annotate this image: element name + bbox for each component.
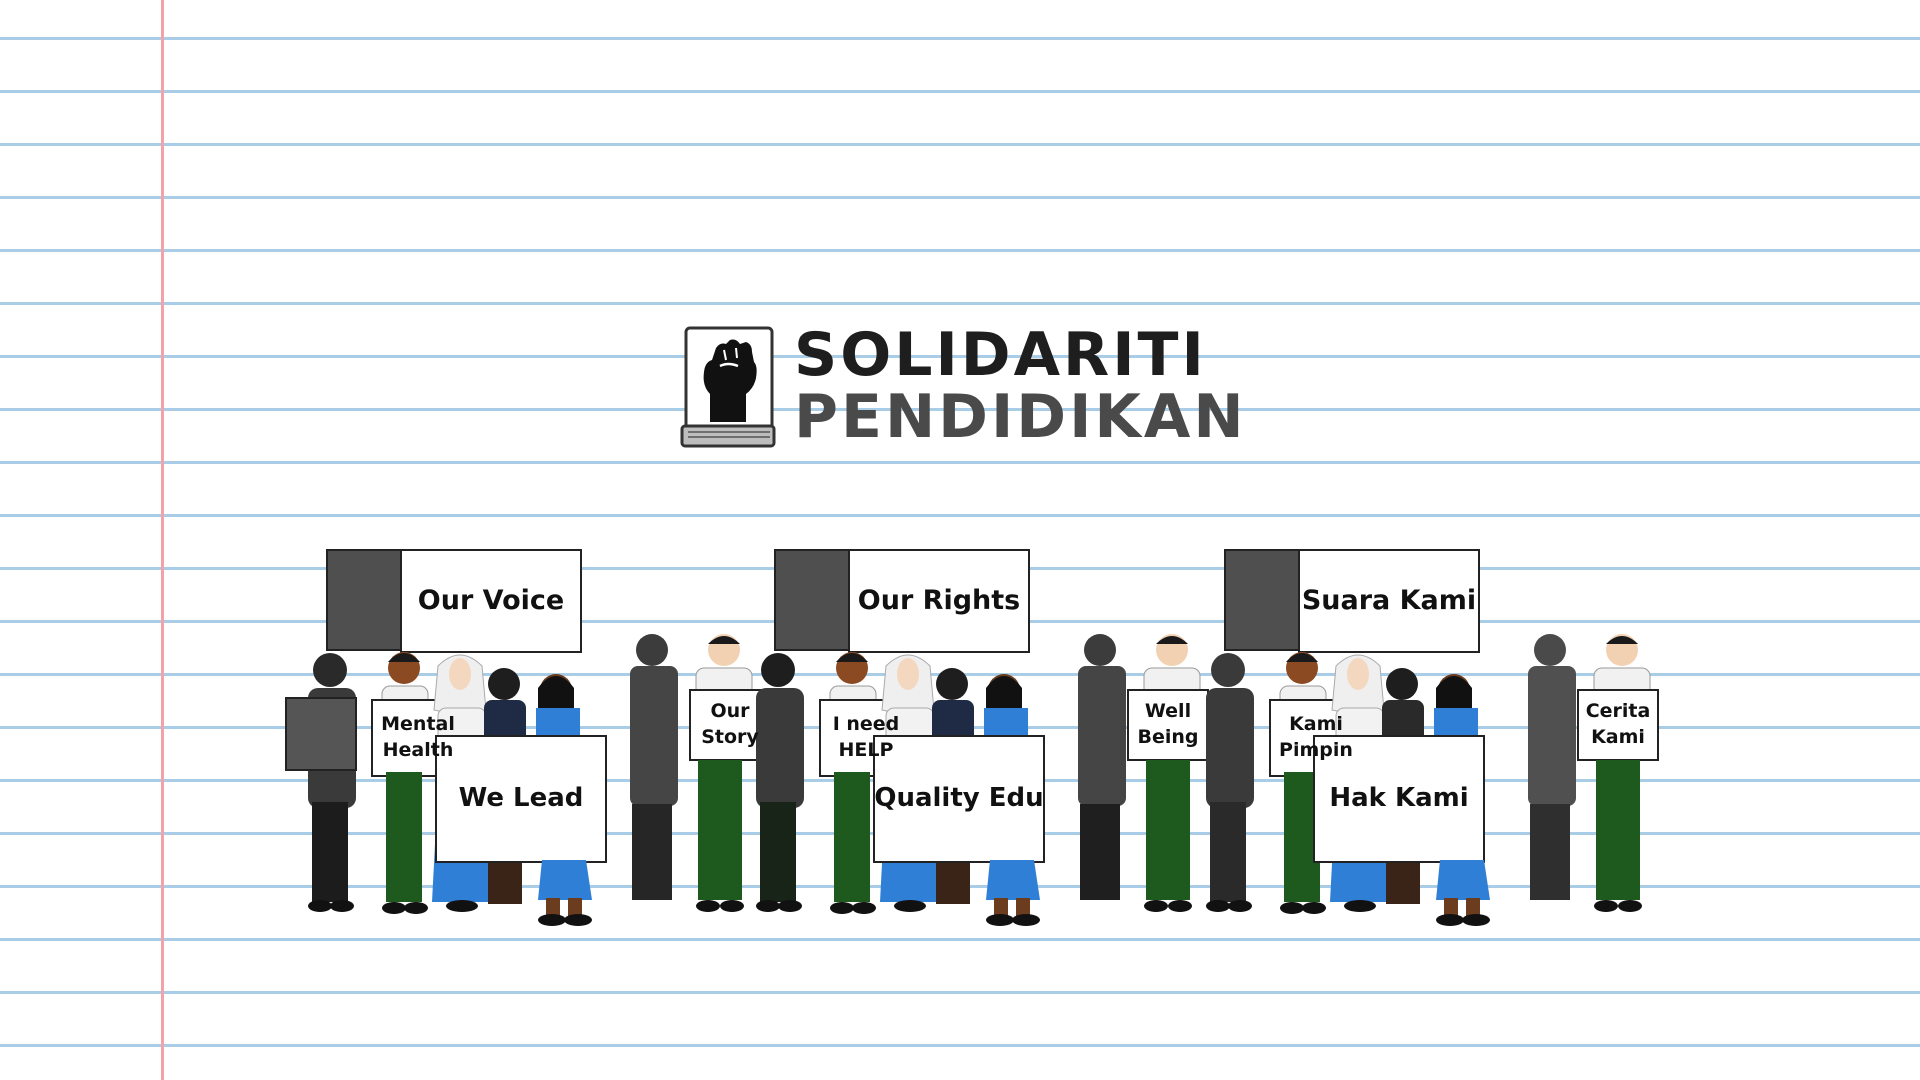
sign-suara-kami: Suara Kami xyxy=(1301,584,1477,616)
student-protest-illustration: Our Voice Our Rights Suara Kami Mental H… xyxy=(280,540,1700,970)
group-right xyxy=(1206,549,1659,926)
sign-quality-edu: Quality Edu xyxy=(874,783,1044,814)
sign-our-story: Our Story xyxy=(701,700,759,748)
raised-fist-book-icon xyxy=(680,326,776,448)
sign-hak-kami: Hak Kami xyxy=(1329,783,1469,814)
sign-i-need-help: I need HELP xyxy=(832,713,900,761)
group-left xyxy=(285,549,771,926)
logo-line-pendidikan: PENDIDIKAN xyxy=(794,382,1247,452)
sign-kami-pimpin: Kami Pimpin xyxy=(1279,713,1353,761)
sign-our-rights: Our Rights xyxy=(857,584,1021,616)
group-middle xyxy=(756,549,1209,926)
sign-we-lead: We Lead xyxy=(458,783,584,814)
sign-our-voice: Our Voice xyxy=(417,584,565,616)
sign-cerita-kami: Cerita Kami xyxy=(1585,700,1651,748)
sign-mental-health: Mental Health xyxy=(381,713,455,761)
logo-line-solidariti: SOLIDARITI xyxy=(794,320,1207,390)
notebook-margin-line xyxy=(161,0,164,1080)
crowd-figures xyxy=(285,549,1659,926)
sign-well-being: Well Being xyxy=(1137,700,1199,748)
solidariti-pendidikan-logo: SOLIDARITI PENDIDIKAN xyxy=(680,320,1260,452)
